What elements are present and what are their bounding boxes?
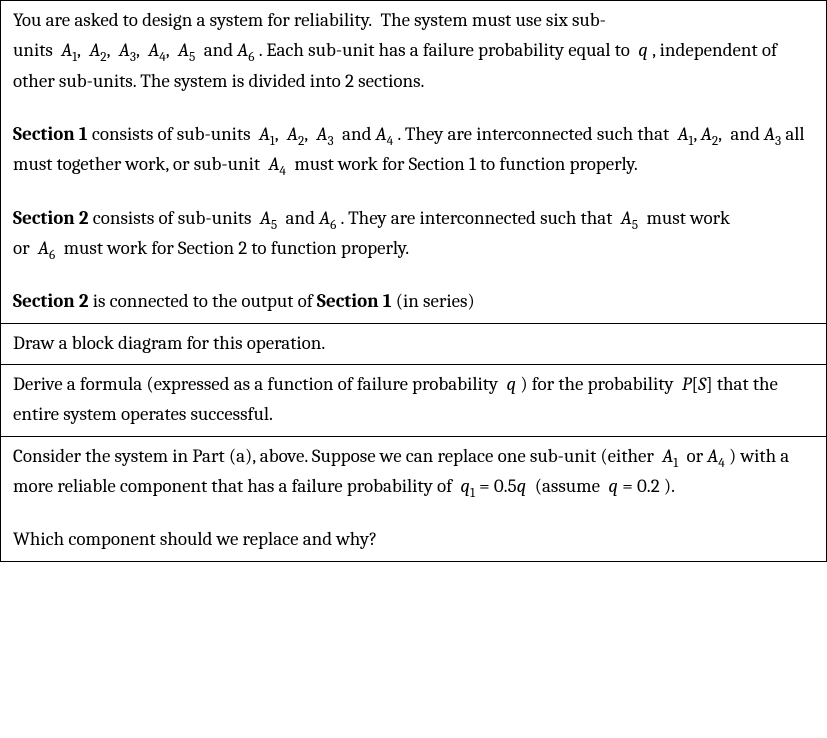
paragraph-text: Consider the system in Part (a), above. …	[13, 441, 814, 502]
paragraph-text: Draw a block diagram for this operation.	[13, 328, 814, 358]
paragraph-gap	[13, 96, 814, 119]
paragraph-text: Section 1 consists of sub-units A1, A2, …	[13, 119, 814, 180]
problem-table: You are asked to design a system for rel…	[0, 0, 827, 562]
paragraph-gap	[13, 263, 814, 286]
paragraph-text: Which component should we replace and wh…	[13, 524, 814, 554]
paragraph-text: You are asked to design a system for rel…	[13, 5, 814, 96]
problem-cell-0: You are asked to design a system for rel…	[0, 0, 827, 324]
problem-cell-1: Draw a block diagram for this operation.	[0, 324, 827, 365]
paragraph-text: Derive a formula (expressed as a functio…	[13, 369, 814, 430]
paragraph-gap	[13, 180, 814, 203]
problem-cell-3: Consider the system in Part (a), above. …	[0, 437, 827, 562]
paragraph-gap	[13, 501, 814, 524]
problem-cell-2: Derive a formula (expressed as a functio…	[0, 365, 827, 437]
paragraph-text: Section 2 is connected to the output of …	[13, 286, 814, 316]
paragraph-text: Section 2 consists of sub-units A5 and A…	[13, 203, 814, 264]
